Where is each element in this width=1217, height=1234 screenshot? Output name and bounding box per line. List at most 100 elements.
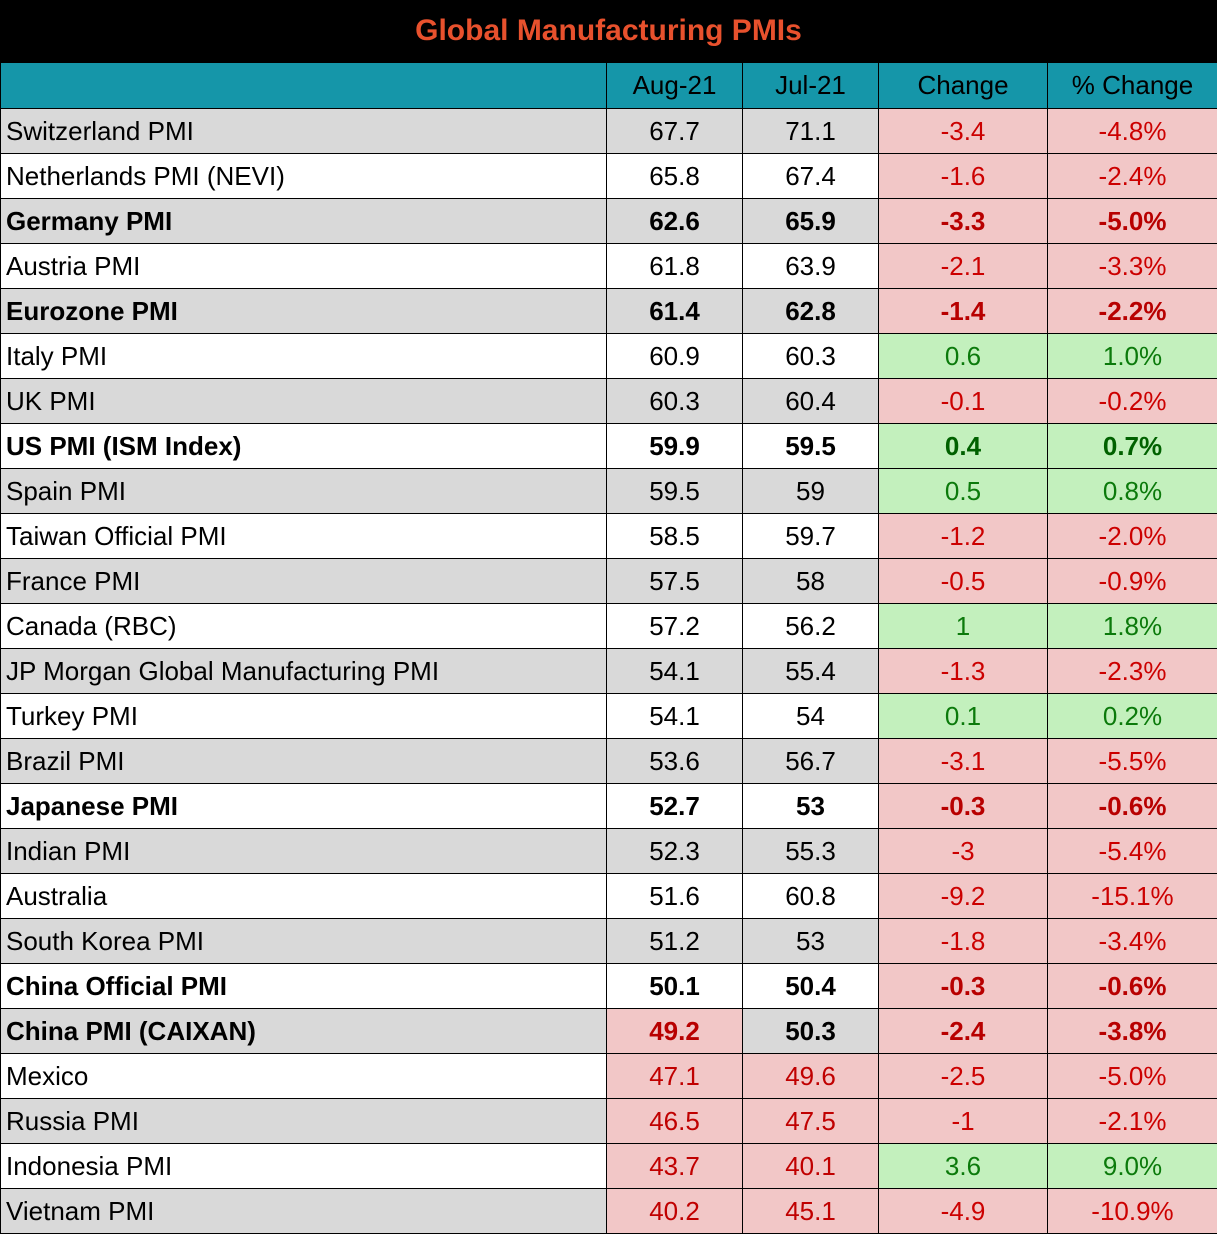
row-country: China PMI (CAIXAN) [1, 1009, 607, 1054]
cell-pct-change: 0.7% [1048, 424, 1217, 469]
cell-aug-21: 61.4 [607, 289, 743, 334]
cell-aug-21: 51.6 [607, 874, 743, 919]
cell-aug-21: 62.6 [607, 199, 743, 244]
cell-jul-21: 67.4 [743, 154, 879, 199]
cell-pct-change: -2.4% [1048, 154, 1217, 199]
row-country: Netherlands PMI (NEVI) [1, 154, 607, 199]
cell-change: -1.4 [879, 289, 1048, 334]
cell-change: -0.3 [879, 784, 1048, 829]
cell-change: -0.1 [879, 379, 1048, 424]
cell-jul-21: 59 [743, 469, 879, 514]
cell-change: 0.5 [879, 469, 1048, 514]
cell-change: 0.4 [879, 424, 1048, 469]
cell-jul-21: 65.9 [743, 199, 879, 244]
cell-change: -0.3 [879, 964, 1048, 1009]
row-country: Italy PMI [1, 334, 607, 379]
header-pct-change: % Change [1048, 63, 1217, 109]
cell-jul-21: 55.4 [743, 649, 879, 694]
row-country: JP Morgan Global Manufacturing PMI [1, 649, 607, 694]
cell-aug-21: 59.9 [607, 424, 743, 469]
cell-jul-21: 56.2 [743, 604, 879, 649]
cell-pct-change: 0.8% [1048, 469, 1217, 514]
cell-aug-21: 51.2 [607, 919, 743, 964]
cell-jul-21: 53 [743, 784, 879, 829]
cell-pct-change: -5.4% [1048, 829, 1217, 874]
cell-jul-21: 59.7 [743, 514, 879, 559]
cell-change: 1 [879, 604, 1048, 649]
cell-jul-21: 50.3 [743, 1009, 879, 1054]
cell-jul-21: 60.3 [743, 334, 879, 379]
row-country: UK PMI [1, 379, 607, 424]
cell-aug-21: 52.7 [607, 784, 743, 829]
row-country: Spain PMI [1, 469, 607, 514]
row-country: Taiwan Official PMI [1, 514, 607, 559]
cell-jul-21: 45.1 [743, 1189, 879, 1234]
cell-change: -1.2 [879, 514, 1048, 559]
cell-aug-21: 67.7 [607, 109, 743, 154]
cell-change: -0.5 [879, 559, 1048, 604]
cell-jul-21: 56.7 [743, 739, 879, 784]
cell-pct-change: -2.2% [1048, 289, 1217, 334]
row-country: Eurozone PMI [1, 289, 607, 334]
cell-pct-change: -5.5% [1048, 739, 1217, 784]
cell-jul-21: 60.8 [743, 874, 879, 919]
cell-change: -1.3 [879, 649, 1048, 694]
header-jul-21: Jul-21 [743, 63, 879, 109]
cell-aug-21: 65.8 [607, 154, 743, 199]
cell-jul-21: 58 [743, 559, 879, 604]
cell-change: 0.1 [879, 694, 1048, 739]
cell-pct-change: -3.4% [1048, 919, 1217, 964]
cell-change: -3.3 [879, 199, 1048, 244]
cell-aug-21: 54.1 [607, 694, 743, 739]
cell-pct-change: -3.8% [1048, 1009, 1217, 1054]
row-country: Australia [1, 874, 607, 919]
cell-change: -3 [879, 829, 1048, 874]
cell-jul-21: 62.8 [743, 289, 879, 334]
cell-jul-21: 40.1 [743, 1144, 879, 1189]
row-country: South Korea PMI [1, 919, 607, 964]
cell-jul-21: 50.4 [743, 964, 879, 1009]
row-country: Brazil PMI [1, 739, 607, 784]
row-country: Indian PMI [1, 829, 607, 874]
cell-change: -2.1 [879, 244, 1048, 289]
cell-change: -3.1 [879, 739, 1048, 784]
cell-change: -3.4 [879, 109, 1048, 154]
row-country: Canada (RBC) [1, 604, 607, 649]
cell-jul-21: 71.1 [743, 109, 879, 154]
cell-pct-change: -10.9% [1048, 1189, 1217, 1234]
cell-pct-change: -0.6% [1048, 964, 1217, 1009]
cell-change: -2.5 [879, 1054, 1048, 1099]
cell-jul-21: 49.6 [743, 1054, 879, 1099]
cell-jul-21: 54 [743, 694, 879, 739]
cell-aug-21: 46.5 [607, 1099, 743, 1144]
cell-pct-change: -0.2% [1048, 379, 1217, 424]
cell-change: -1.8 [879, 919, 1048, 964]
header-change: Change [879, 63, 1048, 109]
cell-aug-21: 52.3 [607, 829, 743, 874]
row-country: Vietnam PMI [1, 1189, 607, 1234]
cell-pct-change: -2.3% [1048, 649, 1217, 694]
row-country: Russia PMI [1, 1099, 607, 1144]
row-country: Japanese PMI [1, 784, 607, 829]
cell-pct-change: -15.1% [1048, 874, 1217, 919]
cell-aug-21: 58.5 [607, 514, 743, 559]
cell-jul-21: 60.4 [743, 379, 879, 424]
title-bar: Global Manufacturing PMIs [0, 0, 1217, 62]
